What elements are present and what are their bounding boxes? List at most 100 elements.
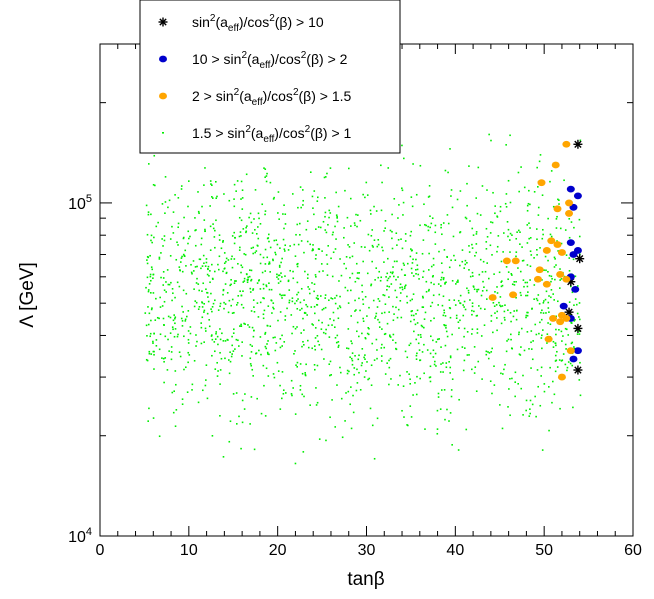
- dot-point: [521, 246, 523, 248]
- dot-point: [251, 345, 253, 347]
- dot-point: [399, 283, 402, 286]
- dot-point: [207, 300, 210, 303]
- dot-point: [488, 352, 491, 354]
- dot-point: [529, 236, 532, 239]
- dot-point: [317, 248, 320, 250]
- dot-point: [443, 311, 446, 314]
- dot-point: [364, 358, 366, 360]
- dot-point: [515, 296, 517, 299]
- dot-point: [562, 335, 564, 337]
- dot-point: [373, 457, 376, 460]
- dot-point: [213, 270, 216, 273]
- dot-point: [256, 302, 259, 304]
- dot-point: [377, 238, 380, 241]
- dot-point: [540, 366, 543, 369]
- dot-point: [579, 318, 581, 321]
- dot-point: [415, 252, 418, 254]
- dot-point: [404, 240, 407, 242]
- dot-point: [330, 297, 332, 299]
- dot-point: [564, 343, 567, 346]
- dot-point: [264, 345, 267, 348]
- dot-point: [240, 323, 242, 326]
- dot-point: [468, 245, 470, 247]
- dot-point: [375, 312, 378, 315]
- dot-point: [374, 279, 376, 281]
- dot-point: [174, 328, 177, 330]
- dot-point: [401, 187, 403, 190]
- dot-point: [264, 176, 266, 179]
- dot-point: [160, 252, 162, 254]
- dot-point: [219, 338, 222, 341]
- dot-point: [241, 208, 244, 210]
- dot-point: [499, 210, 502, 213]
- dot-point: [244, 323, 246, 325]
- dot-point: [187, 230, 190, 233]
- dot-point: [366, 272, 369, 275]
- dot-point: [495, 303, 498, 306]
- dot-point: [303, 395, 305, 398]
- dot-point: [258, 217, 260, 220]
- dot-point: [177, 197, 180, 199]
- dot-point: [233, 242, 236, 245]
- dot-point: [510, 273, 513, 275]
- dot-point: [362, 260, 364, 263]
- dot-point: [337, 346, 340, 348]
- dot-point: [292, 277, 295, 280]
- dot-point: [476, 290, 478, 293]
- dot-point: [238, 249, 241, 251]
- dot-point: [443, 249, 446, 251]
- dot-point: [456, 281, 458, 283]
- dot-point: [268, 263, 270, 265]
- dot-point: [209, 180, 212, 182]
- dot-point: [563, 179, 565, 182]
- dot-point: [463, 347, 466, 349]
- circle-point: [562, 275, 571, 283]
- x-axis-title: tanβ: [347, 569, 384, 590]
- dot-point: [181, 320, 184, 322]
- dot-point: [250, 221, 253, 224]
- dot-point: [253, 310, 256, 313]
- dot-point: [145, 204, 148, 207]
- dot-point: [187, 205, 189, 208]
- dot-point: [426, 349, 429, 351]
- dot-point: [466, 204, 468, 207]
- dot-point: [503, 310, 506, 313]
- dot-point: [181, 325, 184, 327]
- dot-point: [540, 318, 543, 321]
- dot-point: [227, 359, 230, 361]
- dot-point: [231, 235, 234, 237]
- dot-point: [339, 366, 341, 369]
- dot-point: [379, 279, 382, 282]
- dot-point: [425, 280, 428, 283]
- dot-point: [515, 255, 517, 258]
- dot-point: [485, 353, 488, 356]
- dot-point: [520, 346, 522, 348]
- dot-point: [203, 341, 205, 343]
- dot-point: [296, 223, 299, 226]
- dot-point: [473, 288, 476, 291]
- dot-point: [196, 277, 198, 280]
- dot-point: [361, 291, 364, 293]
- dot-point: [360, 246, 363, 248]
- dot-point: [264, 210, 267, 212]
- dot-point: [168, 199, 171, 202]
- dot-point: [403, 287, 406, 290]
- dot-point: [494, 212, 496, 215]
- dot-point: [564, 363, 567, 366]
- dot-point: [419, 224, 421, 227]
- dot-point: [386, 272, 389, 275]
- dot-point: [534, 395, 536, 398]
- dot-point: [253, 218, 255, 220]
- dot-point: [373, 205, 375, 208]
- dot-point: [392, 271, 394, 273]
- dot-point: [522, 414, 524, 416]
- dot-point: [290, 314, 293, 316]
- dot-point: [219, 369, 222, 371]
- dot-point: [266, 351, 269, 354]
- dot-point: [306, 240, 309, 243]
- dot-point: [526, 264, 529, 266]
- dot-point: [212, 223, 214, 225]
- dot-point: [541, 347, 543, 350]
- dot-point: [309, 404, 311, 406]
- dot-point: [234, 280, 236, 282]
